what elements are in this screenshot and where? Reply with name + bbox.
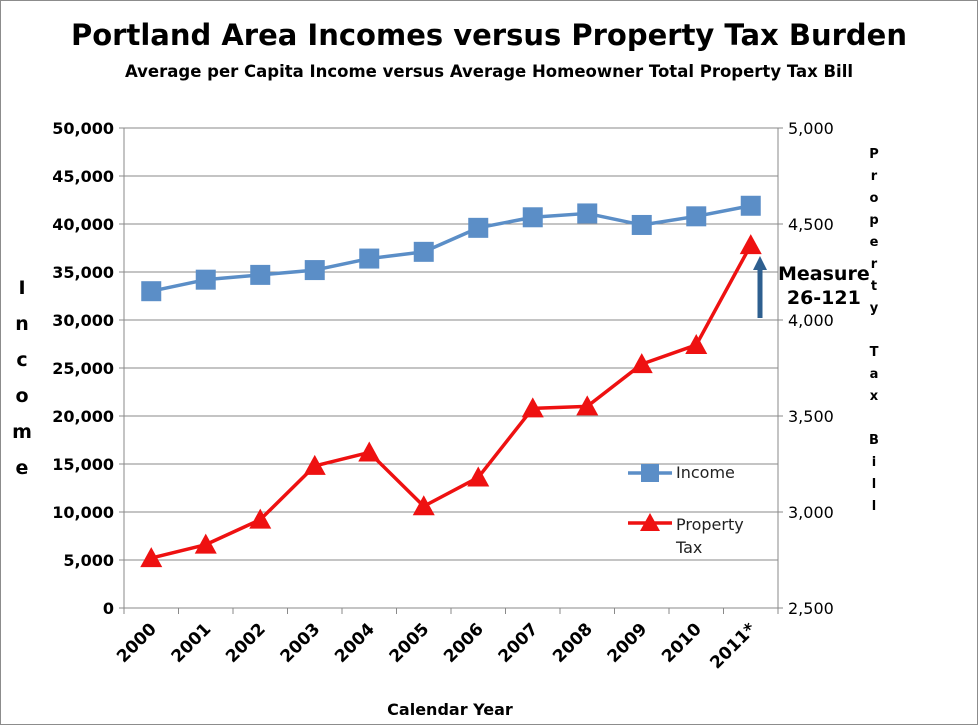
legend-tax-label-2: Tax (676, 538, 703, 557)
y-label-left-letter: I (18, 277, 26, 299)
y2-tick-label: 4,000 (788, 311, 834, 330)
income-point (522, 207, 543, 228)
y-label-right-letter: a (869, 367, 879, 382)
income-point (740, 195, 761, 216)
property-tax-point (249, 508, 272, 529)
y2-tick-label: 2,500 (788, 599, 834, 618)
legend-income-label: Income (676, 463, 735, 482)
y-tick-label: 20,000 (52, 407, 114, 426)
property-tax-point (412, 495, 435, 516)
legend-tax-label-1: Property (676, 515, 744, 534)
property-tax-point (685, 333, 708, 354)
y-label-left-letter: o (15, 385, 29, 407)
y-tick-label: 15,000 (52, 455, 114, 474)
x-tick-label: 2007 (495, 619, 543, 667)
y-label-left-letter: m (12, 421, 32, 443)
y-tick-label: 10,000 (52, 503, 114, 522)
chart-subtitle: Average per Capita Income versus Average… (124, 62, 854, 81)
income-point (195, 269, 216, 290)
y2-tick-label: 5,000 (788, 119, 834, 138)
income-point (359, 248, 380, 269)
y-label-right-letter: r (870, 257, 878, 272)
legend-income-marker (641, 464, 659, 482)
y-label-right-letter: l (871, 499, 877, 514)
y-label-left-letter: n (15, 313, 29, 335)
y-tick-label: 35,000 (52, 263, 114, 282)
y-tick-label: 0 (103, 599, 114, 618)
property-tax-point (303, 454, 326, 475)
property-tax-point (576, 395, 599, 416)
y-tick-label: 30,000 (52, 311, 114, 330)
x-tick-label: 2000 (113, 619, 161, 667)
y2-tick-label: 4,500 (788, 215, 834, 234)
y-label-right-letter: l (871, 477, 877, 492)
series-line-property-tax (150, 244, 753, 560)
property-tax-point (521, 397, 544, 418)
property-tax-point (194, 533, 217, 554)
income-point (304, 260, 325, 281)
y-label-right-letter: p (869, 213, 879, 228)
measure-annotation: Measure 26-121 (778, 262, 870, 310)
chart-title: Portland Area Incomes versus Property Ta… (71, 18, 907, 52)
y-label-right-letter (860, 320, 888, 342)
y-label-left-letter: c (16, 349, 28, 371)
y-label-right-letter: t (870, 279, 878, 294)
y2-tick-label: 3,000 (788, 503, 834, 522)
y-tick-label: 5,000 (63, 551, 114, 570)
income-point (141, 281, 162, 302)
y2-tick-label: 3,500 (788, 407, 834, 426)
y-label-right-letter: B (869, 433, 879, 448)
y-label-right-letter: y (869, 301, 879, 316)
property-tax-point (140, 547, 163, 568)
property-tax-point (739, 234, 762, 255)
annotation-arrow-head (753, 256, 767, 270)
y-label-right-letter: r (870, 169, 878, 184)
x-tick-label: 2001 (168, 619, 216, 667)
y-label-right-letter (860, 408, 888, 430)
x-tick-label: 2003 (277, 619, 325, 667)
x-tick-label: 2004 (331, 619, 379, 667)
y-tick-label: 40,000 (52, 215, 114, 234)
y-tick-label: 45,000 (52, 167, 114, 186)
y-label-right-letter: T (869, 345, 879, 360)
legend-tax-marker (640, 513, 660, 531)
property-tax-point (630, 353, 653, 374)
y-tick-label: 50,000 (52, 119, 114, 138)
x-tick-label: 2010 (658, 619, 706, 667)
x-tick-label: 2002 (222, 619, 270, 667)
annotation-line2: 26-121 (786, 287, 861, 309)
annotation-line1: Measure (778, 263, 870, 285)
y-tick-label: 25,000 (52, 359, 114, 378)
y-label-right-letter: o (869, 191, 879, 206)
property-tax-point (358, 441, 381, 462)
x-tick-label: 2006 (440, 619, 488, 667)
series-line-income (150, 204, 752, 293)
income-point (686, 206, 707, 227)
y-label-right-letter: P (869, 147, 879, 162)
income-point (631, 214, 652, 235)
income-point (468, 217, 489, 238)
y-label-left-letter: e (15, 457, 29, 479)
income-point (413, 241, 434, 262)
x-tick-label: 2009 (604, 619, 652, 667)
y-label-right-letter: x (869, 389, 879, 404)
y-label-right-letter: i (871, 455, 877, 470)
property-tax-point (467, 466, 490, 487)
x-axis-label: Calendar Year (387, 700, 513, 719)
income-point (250, 264, 271, 285)
x-tick-label: 2011* (706, 619, 760, 673)
x-tick-label: 2008 (549, 619, 597, 667)
income-point (577, 203, 598, 224)
y-label-right-letter: e (869, 235, 879, 250)
x-tick-label: 2005 (386, 619, 434, 667)
